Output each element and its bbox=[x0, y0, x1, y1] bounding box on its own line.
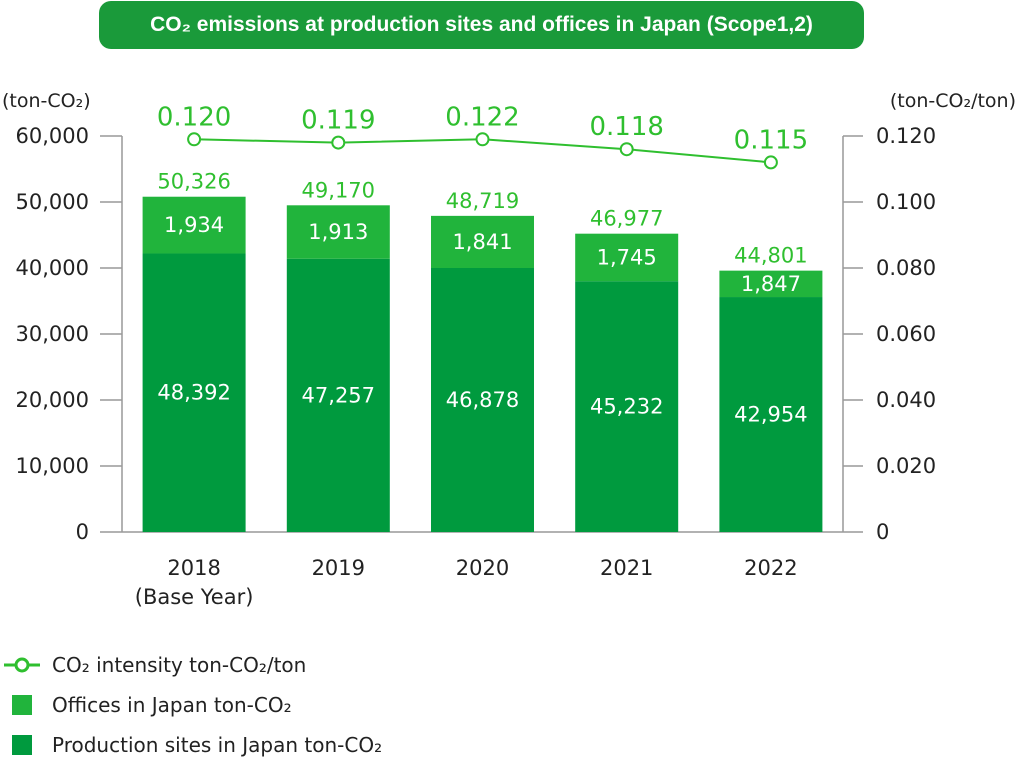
bar-production bbox=[719, 297, 823, 532]
label-production: 47,257 bbox=[302, 383, 375, 407]
right-tick-label: 0.060 bbox=[876, 322, 936, 346]
left-tick-label: 20,000 bbox=[16, 388, 89, 412]
bar-offices bbox=[286, 205, 390, 259]
legend-label-production: Production sites in Japan ton-CO₂ bbox=[52, 733, 383, 757]
label-offices: 1,841 bbox=[452, 230, 512, 254]
intensity-label: 0.118 bbox=[589, 112, 663, 142]
intensity-label: 0.120 bbox=[157, 102, 231, 132]
x-tick-label: 2018 bbox=[167, 556, 220, 580]
right-tick-label: 0.100 bbox=[876, 190, 936, 214]
label-total: 50,326 bbox=[157, 170, 230, 194]
left-axis-title: (ton-CO₂) bbox=[2, 90, 91, 112]
bar-production bbox=[431, 268, 534, 532]
label-production: 48,392 bbox=[157, 381, 230, 405]
label-offices: 1,913 bbox=[308, 220, 368, 244]
left-tick-label: 60,000 bbox=[16, 124, 89, 148]
label-total: 44,801 bbox=[734, 244, 807, 268]
label-total: 46,977 bbox=[590, 207, 663, 231]
legend-square-icon bbox=[12, 695, 32, 715]
bar-offices bbox=[431, 215, 534, 268]
x-tick-label: 2020 bbox=[456, 556, 509, 580]
label-total: 49,170 bbox=[302, 178, 375, 202]
right-tick-label: 0.040 bbox=[876, 388, 936, 412]
bar-production bbox=[575, 281, 679, 532]
intensity-label: 0.122 bbox=[445, 102, 519, 132]
legend-label-intensity: CO₂ intensity ton-CO₂/ton bbox=[52, 653, 307, 677]
x-tick-label: 2019 bbox=[312, 556, 365, 580]
x-tick-label: 2022 bbox=[744, 556, 797, 580]
right-tick-label: 0.020 bbox=[876, 454, 936, 478]
label-offices: 1,847 bbox=[741, 272, 801, 296]
right-tick-label: 0.080 bbox=[876, 256, 936, 280]
x-tick-note: (Base Year) bbox=[135, 585, 254, 609]
legend-square-icon bbox=[12, 735, 32, 755]
label-production: 46,878 bbox=[446, 388, 519, 412]
left-tick-label: 50,000 bbox=[16, 190, 89, 214]
intensity-point bbox=[619, 142, 634, 157]
bar-production bbox=[142, 253, 246, 533]
intensity-point bbox=[187, 132, 202, 147]
left-tick-label: 10,000 bbox=[16, 454, 89, 478]
bar-offices bbox=[142, 196, 246, 254]
intensity-label: 0.119 bbox=[301, 106, 375, 136]
bar-production bbox=[286, 258, 390, 532]
chart-title-text: CO₂ emissions at production sites and of… bbox=[150, 13, 813, 36]
label-total: 48,719 bbox=[446, 189, 519, 213]
chart-svg: (ton-CO₂) (ton-CO₂/ton) 0 0 10,000 0.020 20,00… bbox=[2, 90, 1016, 609]
legend-label-offices: Offices in Japan ton-CO₂ bbox=[52, 693, 292, 717]
right-tick-label: 0 bbox=[876, 520, 889, 544]
intensity-point bbox=[475, 132, 490, 147]
left-tick-label: 0 bbox=[76, 520, 89, 544]
intensity-label: 0.115 bbox=[734, 125, 808, 155]
chart-title: CO₂ emissions at production sites and of… bbox=[99, 1, 864, 49]
label-production: 45,232 bbox=[590, 395, 663, 419]
right-axis-title: (ton-CO₂/ton) bbox=[890, 90, 1016, 112]
bar-offices bbox=[719, 270, 823, 298]
intensity-point bbox=[331, 135, 346, 150]
legend-line-circle-icon bbox=[4, 657, 40, 673]
label-offices: 1,934 bbox=[164, 213, 224, 237]
label-offices: 1,745 bbox=[597, 245, 657, 269]
right-tick-label: 0.120 bbox=[876, 124, 936, 148]
bar-offices bbox=[575, 233, 679, 282]
intensity-point bbox=[763, 155, 778, 170]
left-tick-label: 30,000 bbox=[16, 322, 89, 346]
x-tick-label: 2021 bbox=[600, 556, 653, 580]
left-tick-label: 40,000 bbox=[16, 256, 89, 280]
label-production: 42,954 bbox=[734, 403, 807, 427]
